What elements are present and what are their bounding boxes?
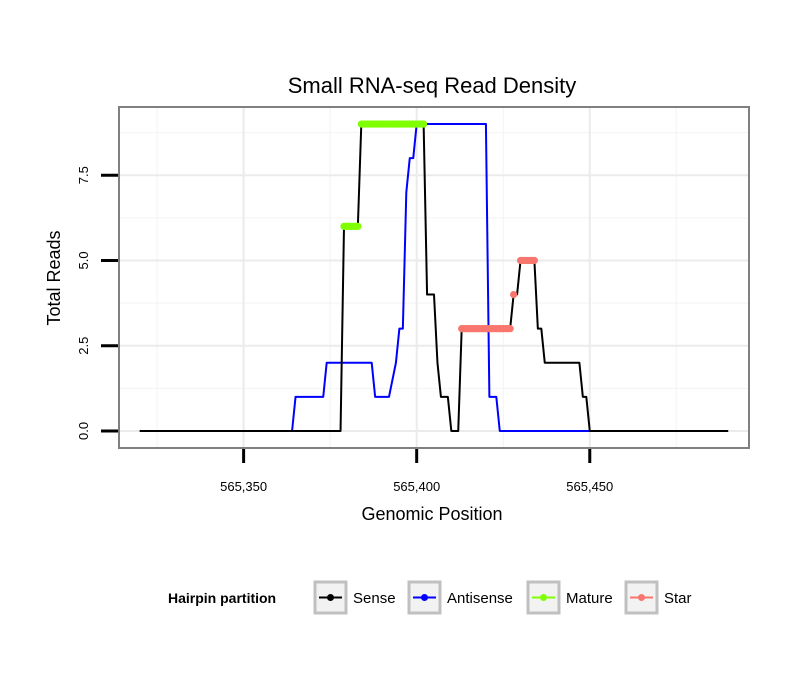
- series-point-star: [506, 325, 514, 333]
- legend: Hairpin partition Sense Antisense Mature St…: [168, 580, 692, 615]
- plot-points: [340, 120, 538, 333]
- x-axis-label: Genomic Position: [361, 504, 502, 524]
- y-tick-label: 0.0: [76, 422, 91, 440]
- legend-label: Star: [664, 590, 692, 607]
- series-line-sense: [139, 123, 729, 432]
- grid-lines: [119, 107, 749, 448]
- legend-label: Sense: [353, 590, 396, 607]
- legend-item-mature: Mature: [526, 580, 613, 615]
- series-line-antisense: [139, 123, 601, 432]
- legend-key-point: [421, 594, 428, 601]
- legend-title: Hairpin partition: [168, 590, 276, 606]
- legend-key-point: [540, 594, 547, 601]
- plot-lines: [139, 123, 729, 432]
- series-point-mature: [354, 222, 362, 230]
- y-tick-label: 2.5: [76, 337, 91, 355]
- x-axis: 565,350 565,400 565,450: [220, 449, 613, 494]
- x-tick-label: 565,400: [393, 479, 440, 494]
- series-point-mature: [420, 120, 428, 128]
- y-tick-label: 7.5: [76, 166, 91, 184]
- legend-key-point: [638, 594, 645, 601]
- x-tick-label: 565,450: [566, 479, 613, 494]
- panel-border: [118, 106, 750, 449]
- legend-item-antisense: Antisense: [407, 580, 513, 615]
- legend-item-sense: Sense: [313, 580, 396, 615]
- chart-title: Small RNA-seq Read Density: [288, 73, 577, 98]
- y-axis-label: Total Reads: [44, 230, 64, 325]
- legend-label: Antisense: [447, 590, 513, 607]
- y-tick-label: 5.0: [76, 251, 91, 269]
- series-point-star: [510, 290, 518, 299]
- legend-item-star: Star: [624, 580, 692, 615]
- legend-key-point: [327, 594, 334, 601]
- y-axis: 0.0 2.5 5.0 7.5: [76, 166, 118, 440]
- x-tick-label: 565,350: [220, 479, 267, 494]
- legend-label: Mature: [566, 590, 613, 607]
- series-point-star: [530, 256, 538, 265]
